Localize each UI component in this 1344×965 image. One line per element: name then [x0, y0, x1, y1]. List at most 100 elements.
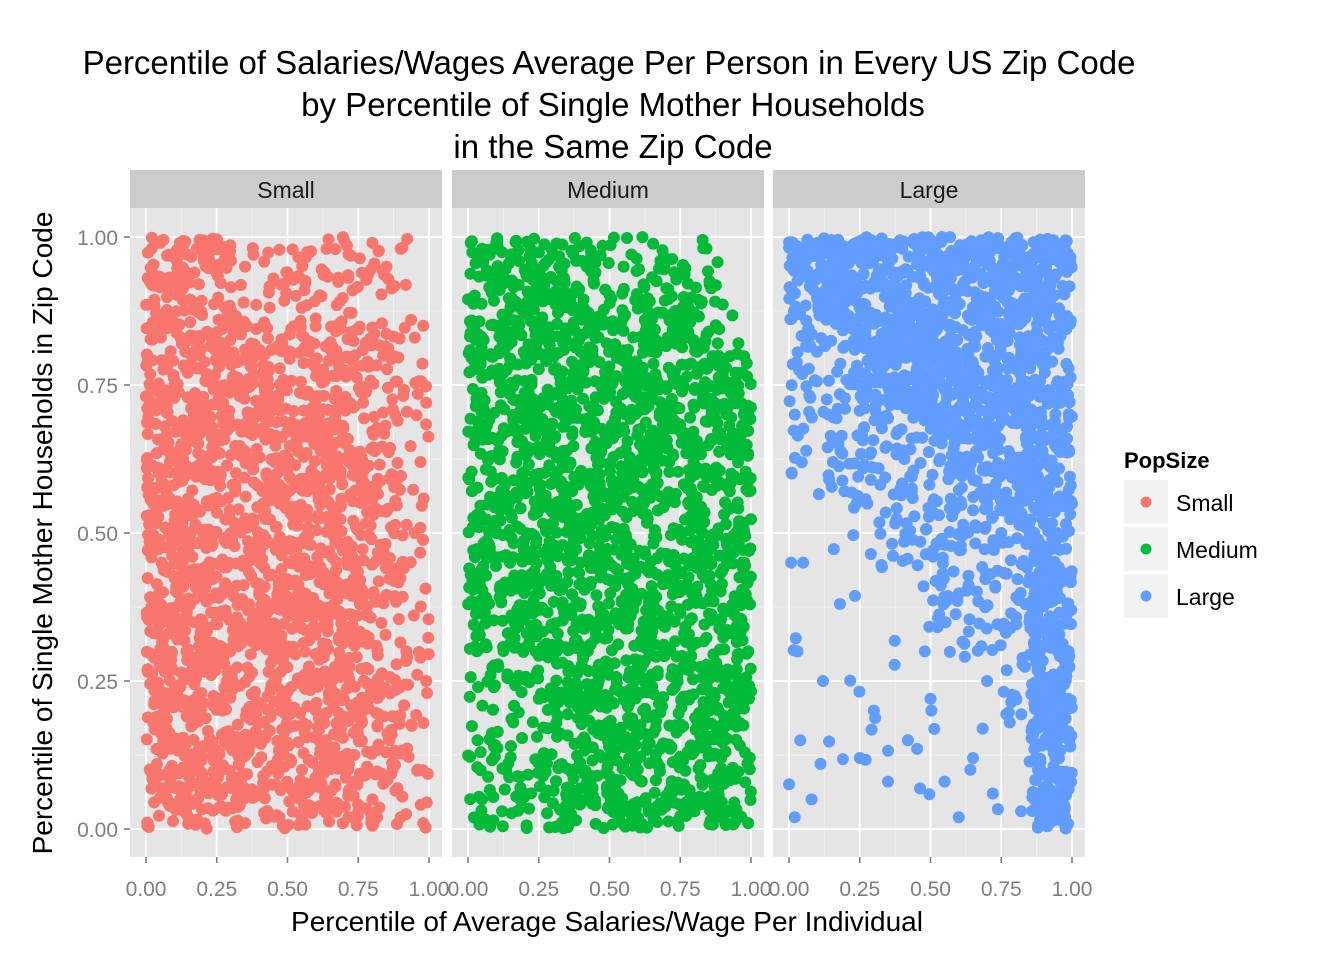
- data-point: [300, 417, 312, 429]
- data-point: [466, 485, 478, 497]
- data-point: [683, 438, 695, 450]
- data-point: [292, 446, 304, 458]
- data-point: [667, 756, 679, 768]
- data-point: [216, 693, 228, 705]
- data-point: [713, 623, 725, 635]
- data-point: [712, 256, 724, 268]
- data-point: [157, 736, 169, 748]
- data-point: [621, 232, 633, 244]
- data-point: [283, 610, 295, 622]
- data-point: [562, 708, 574, 720]
- data-point: [475, 331, 487, 343]
- data-point: [643, 566, 655, 578]
- data-point: [415, 375, 427, 387]
- data-point: [508, 700, 520, 712]
- data-point: [639, 549, 651, 561]
- data-point: [213, 361, 225, 373]
- data-point: [227, 479, 239, 491]
- data-point: [146, 334, 158, 346]
- data-point: [553, 584, 565, 596]
- data-point: [738, 524, 750, 536]
- data-point: [166, 647, 178, 659]
- data-point: [300, 610, 312, 622]
- data-point: [268, 391, 280, 403]
- data-point: [666, 393, 678, 405]
- data-point: [572, 637, 584, 649]
- data-point: [364, 504, 376, 516]
- data-point: [423, 613, 435, 625]
- data-point: [187, 749, 199, 761]
- data-point: [742, 817, 754, 829]
- data-point: [154, 237, 166, 249]
- data-point: [333, 606, 345, 618]
- data-point: [405, 719, 417, 731]
- data-point: [265, 657, 277, 669]
- data-point: [368, 411, 380, 423]
- data-point: [380, 629, 392, 641]
- data-point: [669, 333, 681, 345]
- data-point: [148, 259, 160, 271]
- data-point: [472, 681, 484, 693]
- data-point: [310, 629, 322, 641]
- data-point: [647, 670, 659, 682]
- data-point: [669, 496, 681, 508]
- data-point: [383, 573, 395, 585]
- data-point: [736, 584, 748, 596]
- data-point: [732, 672, 744, 684]
- data-point: [210, 664, 222, 676]
- data-point: [342, 333, 354, 345]
- data-point: [618, 261, 630, 273]
- data-point: [584, 515, 596, 527]
- data-point: [243, 544, 255, 556]
- data-point: [724, 485, 736, 497]
- data-point: [638, 498, 650, 510]
- data-point: [182, 565, 194, 577]
- data-point: [181, 248, 193, 260]
- data-point: [263, 287, 275, 299]
- data-point: [154, 643, 166, 655]
- data-point: [511, 451, 523, 463]
- data-point: [417, 320, 429, 332]
- data-point: [182, 811, 194, 823]
- data-point: [217, 418, 229, 430]
- data-point: [486, 727, 498, 739]
- data-point: [686, 612, 698, 624]
- data-point: [648, 599, 660, 611]
- data-point: [519, 642, 531, 654]
- data-point: [145, 384, 157, 396]
- data-point: [400, 279, 412, 291]
- data-point: [467, 544, 479, 556]
- data-point: [663, 362, 675, 374]
- data-point: [253, 586, 265, 598]
- data-point: [584, 356, 596, 368]
- data-point: [167, 815, 179, 827]
- data-point: [303, 799, 315, 811]
- data-point: [635, 662, 647, 674]
- data-point: [367, 687, 379, 699]
- data-point: [658, 737, 670, 749]
- data-point: [224, 765, 236, 777]
- data-point: [640, 792, 652, 804]
- data-point: [323, 233, 335, 245]
- data-point: [263, 628, 275, 640]
- data-point: [475, 746, 487, 758]
- data-point: [713, 382, 725, 394]
- data-point: [496, 805, 508, 817]
- data-point: [142, 428, 154, 440]
- data-point: [569, 738, 581, 750]
- data-point: [214, 610, 226, 622]
- data-point: [610, 671, 622, 683]
- data-point: [241, 768, 253, 780]
- data-point: [675, 694, 687, 706]
- data-point: [488, 614, 500, 626]
- data-point: [400, 645, 412, 657]
- data-point: [214, 559, 226, 571]
- data-point: [356, 735, 368, 747]
- data-point: [286, 784, 298, 796]
- data-point: [680, 330, 692, 342]
- data-point: [566, 588, 578, 600]
- data-point: [592, 680, 604, 692]
- data-point: [350, 699, 362, 711]
- data-point: [576, 718, 588, 730]
- data-point: [622, 618, 634, 630]
